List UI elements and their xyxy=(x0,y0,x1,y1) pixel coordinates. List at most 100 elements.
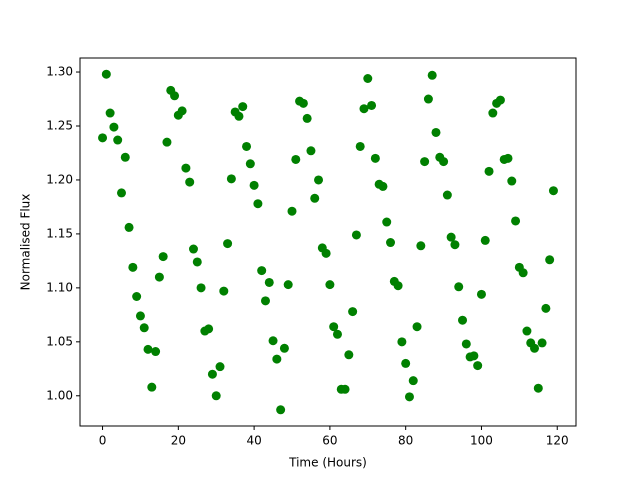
data-point xyxy=(139,323,149,333)
data-point xyxy=(325,280,335,290)
y-tick-label: 1.20 xyxy=(46,172,73,186)
x-tick-label: 0 xyxy=(99,434,107,448)
data-point xyxy=(355,141,365,151)
y-axis-label: Normalised Flux xyxy=(19,194,33,291)
data-point xyxy=(207,369,217,379)
data-point xyxy=(518,268,528,278)
data-point xyxy=(128,262,138,272)
data-point xyxy=(120,152,130,162)
data-point xyxy=(101,69,111,79)
data-point xyxy=(264,277,274,287)
data-point xyxy=(340,384,350,394)
data-point xyxy=(412,322,422,332)
data-point xyxy=(170,91,180,101)
data-point xyxy=(548,186,558,196)
data-point xyxy=(442,190,452,200)
data-point xyxy=(162,137,172,147)
data-point xyxy=(132,291,142,301)
data-point xyxy=(249,180,259,190)
data-point xyxy=(533,383,543,393)
data-point xyxy=(473,361,483,371)
data-point xyxy=(344,350,354,360)
data-point xyxy=(151,347,161,357)
x-axis-label: Time (Hours) xyxy=(288,456,367,470)
data-point xyxy=(469,351,479,361)
data-point xyxy=(226,174,236,184)
data-point xyxy=(158,252,168,262)
data-point xyxy=(461,339,471,349)
data-point xyxy=(253,199,263,209)
data-point xyxy=(332,329,342,339)
data-point xyxy=(291,154,301,164)
data-point xyxy=(272,354,282,364)
data-point xyxy=(147,382,157,392)
data-point xyxy=(314,175,324,185)
data-point xyxy=(196,283,206,293)
data-point xyxy=(351,230,361,240)
data-point xyxy=(177,106,187,116)
data-point xyxy=(310,193,320,203)
data-point xyxy=(298,98,308,108)
data-point xyxy=(238,102,248,112)
data-point xyxy=(507,176,517,186)
data-point xyxy=(215,362,225,372)
data-point xyxy=(245,159,255,169)
x-tick-label: 40 xyxy=(246,434,261,448)
data-point xyxy=(279,343,289,353)
data-point xyxy=(359,104,369,114)
data-point xyxy=(420,157,430,167)
data-point xyxy=(480,235,490,245)
data-point xyxy=(113,135,123,145)
data-point xyxy=(223,239,233,249)
data-point xyxy=(401,358,411,368)
data-point xyxy=(211,391,221,401)
data-point xyxy=(484,166,494,176)
data-point xyxy=(321,248,331,258)
plot-frame xyxy=(79,57,577,427)
data-point xyxy=(427,70,437,80)
data-point xyxy=(439,157,449,167)
data-point xyxy=(287,206,297,216)
data-point xyxy=(192,257,202,267)
data-point xyxy=(204,324,214,334)
data-point xyxy=(408,376,418,386)
data-point xyxy=(511,216,521,226)
x-tick-label: 120 xyxy=(546,434,569,448)
data-point xyxy=(458,315,468,325)
data-point xyxy=(382,217,392,227)
data-point xyxy=(495,95,505,105)
data-point xyxy=(268,336,278,346)
data-point xyxy=(545,255,555,265)
data-point xyxy=(219,286,229,296)
data-point xyxy=(154,272,164,282)
data-point xyxy=(363,74,373,84)
y-tick-label: 1.15 xyxy=(46,226,73,240)
data-point xyxy=(105,108,115,118)
x-tick-label: 20 xyxy=(171,434,186,448)
data-point xyxy=(416,241,426,251)
y-tick-label: 1.25 xyxy=(46,118,73,132)
x-tick-label: 60 xyxy=(322,434,337,448)
y-tick-label: 1.00 xyxy=(46,388,73,402)
data-point xyxy=(181,163,191,173)
data-point xyxy=(124,222,134,232)
x-tick-label: 80 xyxy=(398,434,413,448)
data-point xyxy=(276,405,286,415)
data-point xyxy=(404,392,414,402)
data-point xyxy=(393,281,403,291)
data-point xyxy=(503,153,513,163)
data-point xyxy=(109,122,119,132)
data-point xyxy=(522,326,532,336)
data-point xyxy=(283,280,293,290)
data-point xyxy=(116,188,126,198)
x-tick-label: 100 xyxy=(470,434,493,448)
data-point xyxy=(537,338,547,348)
data-point xyxy=(367,100,377,110)
data-point xyxy=(260,296,270,306)
data-point xyxy=(242,141,252,151)
data-point xyxy=(329,322,339,332)
data-point xyxy=(488,108,498,118)
data-point xyxy=(450,240,460,250)
